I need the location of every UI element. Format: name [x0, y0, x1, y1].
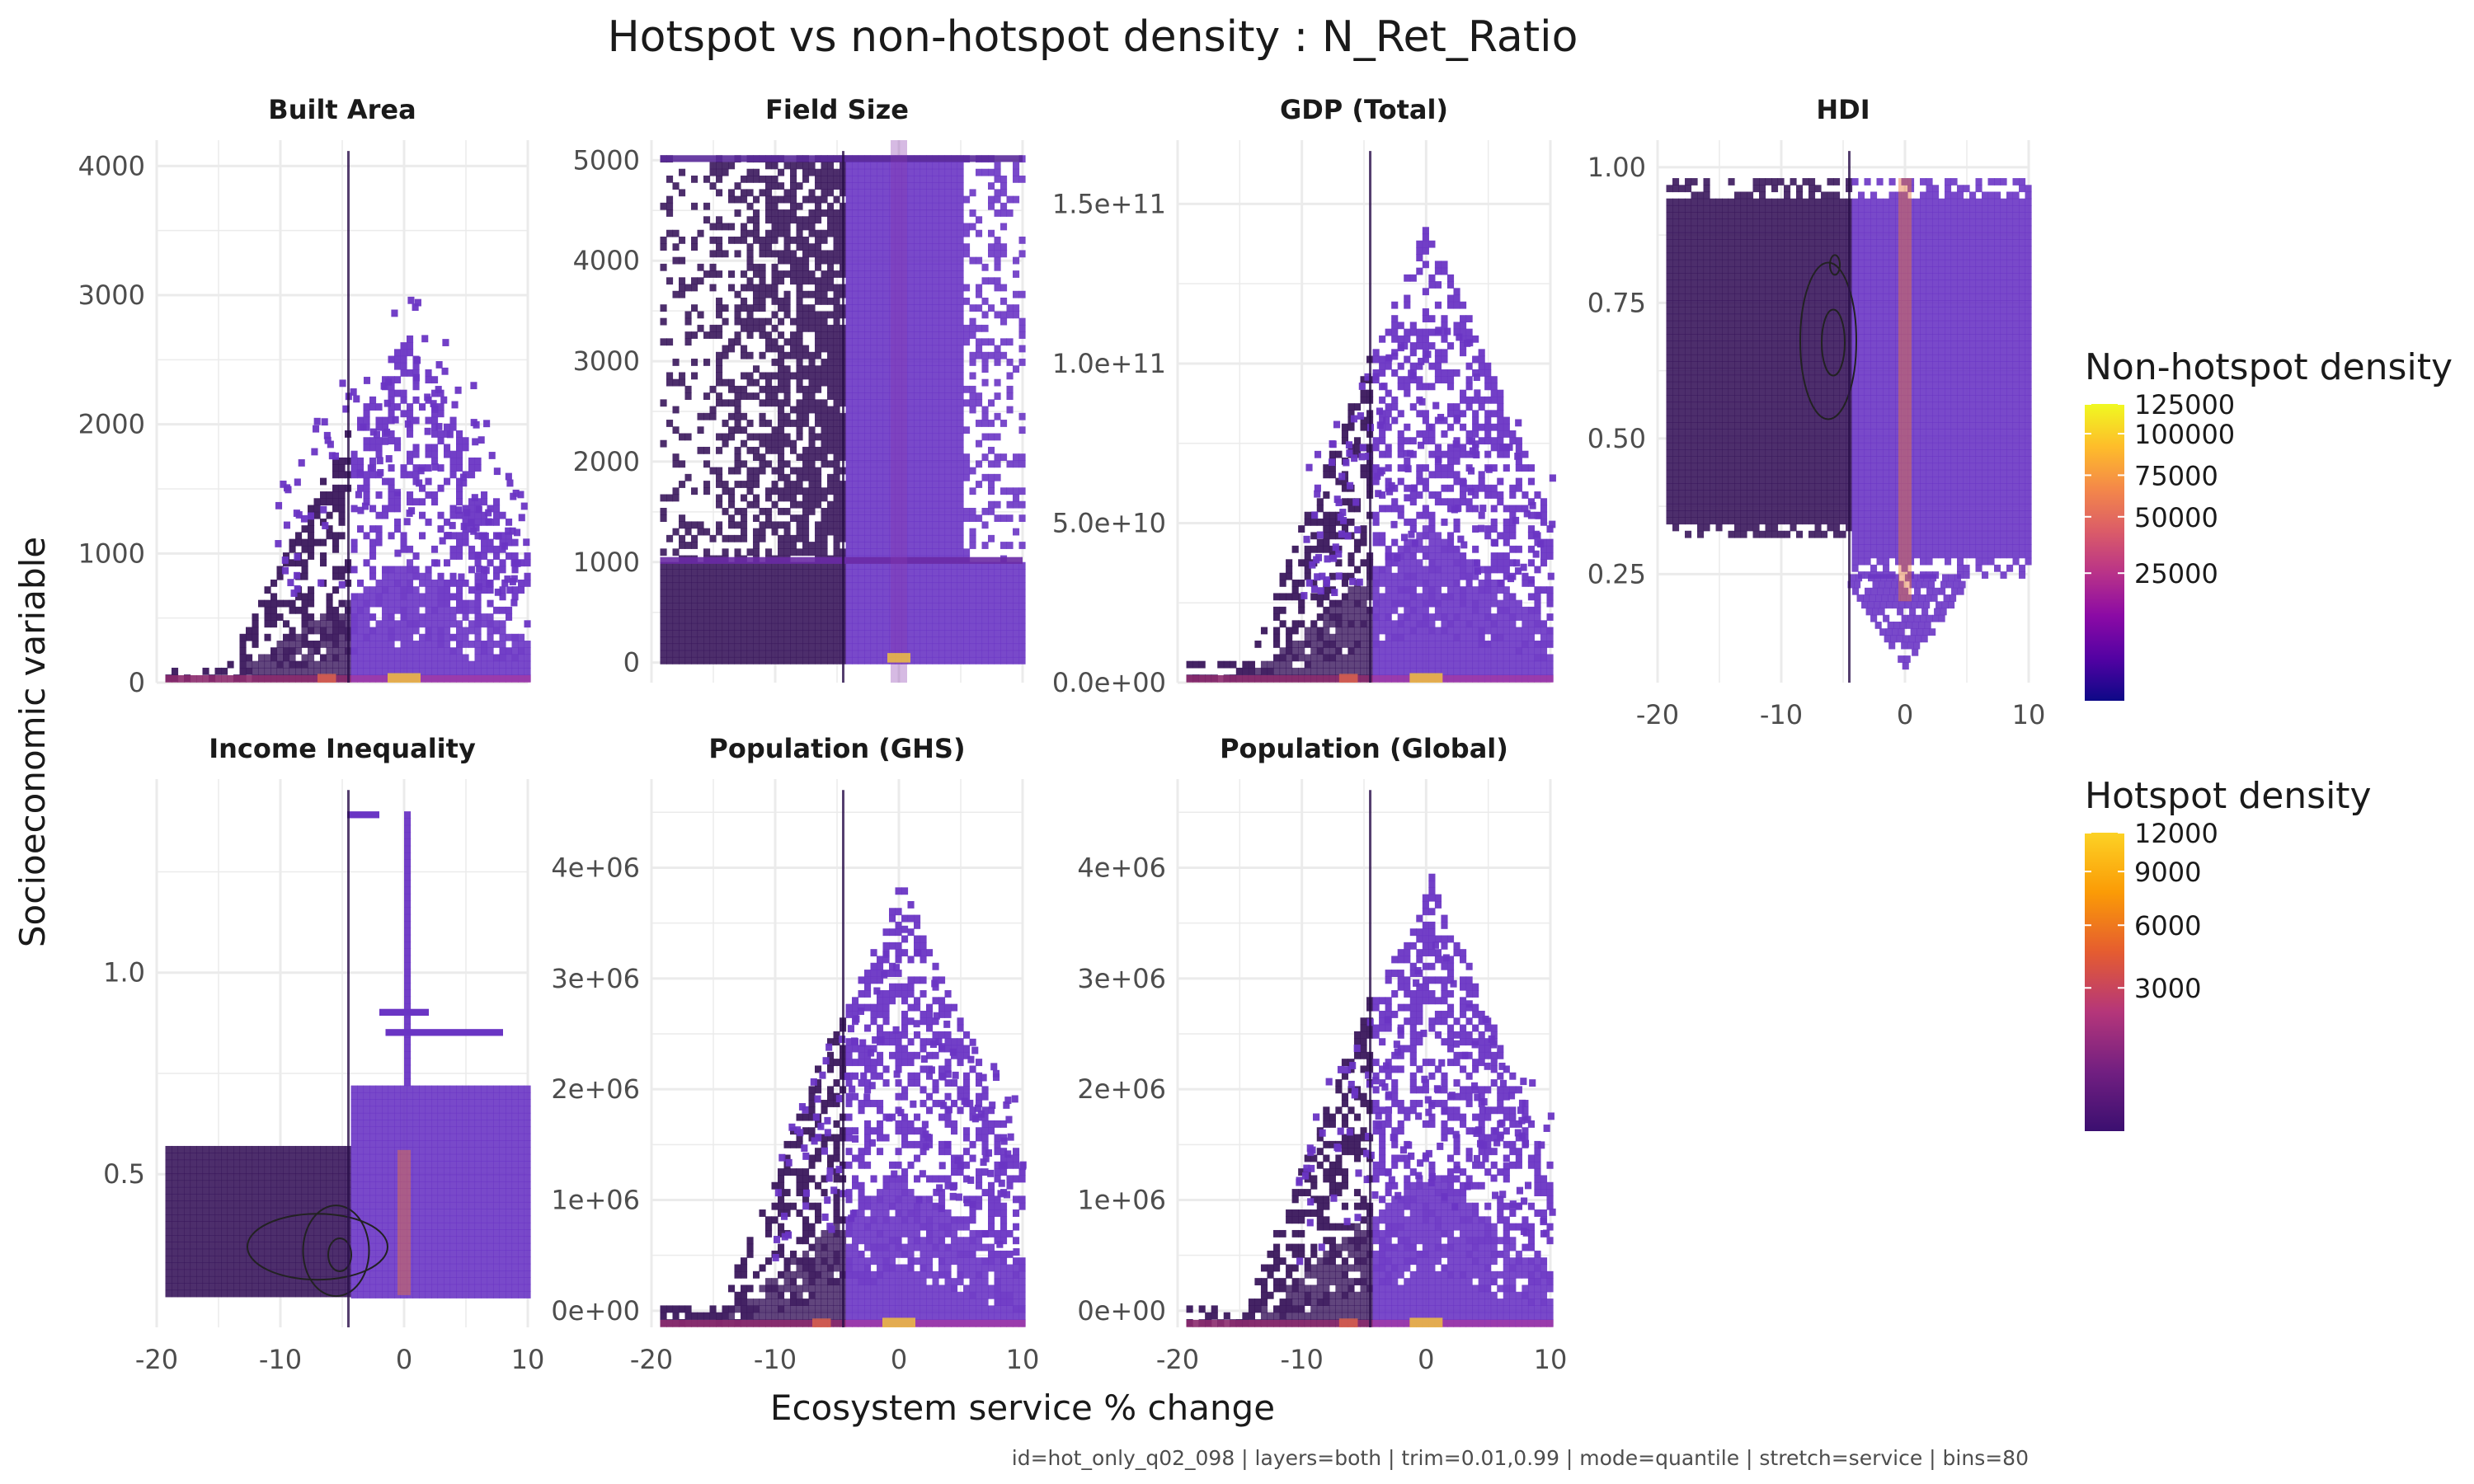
- density-cells: [1666, 178, 2032, 670]
- density-cells: [1186, 873, 1556, 1327]
- legend-tick-label: 125000: [2134, 389, 2235, 420]
- y-tick-label: 1e+06: [551, 1185, 640, 1216]
- x-tick-label: 0: [1418, 1344, 1434, 1375]
- panel-population-global-: Population (Global) 0e+00 1e+06 2e+06 3e+06 4…: [1077, 733, 1567, 1375]
- y-tick-label: 5000: [573, 144, 640, 176]
- y-tick-label: 0.5: [103, 1158, 145, 1190]
- legend-tick-label: 100000: [2134, 419, 2235, 450]
- x-tick-label: 10: [1006, 1344, 1040, 1375]
- y-tick-label: 2e+06: [1077, 1073, 1166, 1105]
- x-tick-label: -10: [259, 1344, 302, 1375]
- y-tick-label: 0: [129, 667, 145, 698]
- y-tick-label: 3e+06: [1077, 963, 1166, 994]
- legend-tick-label: 75000: [2134, 460, 2218, 491]
- panel-population-ghs-: Population (GHS) 0e+00 1e+06 2e+06 3e+06 4e+0…: [551, 733, 1039, 1375]
- legend-tick-label: 12000: [2134, 818, 2218, 849]
- panel-income-inequality: Income Inequality 0.5 1.0 -20 -10 0 10: [103, 733, 544, 1375]
- y-tick-label: 1000: [573, 547, 640, 578]
- x-tick-label: -20: [630, 1344, 673, 1375]
- y-tick-label: 0e+00: [551, 1295, 640, 1327]
- x-tick-label: -10: [1281, 1344, 1324, 1375]
- facet-strip-label: Built Area: [268, 94, 416, 125]
- density-cells: [660, 140, 1026, 683]
- facet-strip-label: GDP (Total): [1280, 94, 1448, 125]
- density-cells: [660, 887, 1027, 1327]
- y-tick-label: 1.00: [1587, 152, 1646, 183]
- y-tick-label: 5.0e+10: [1052, 507, 1166, 538]
- facet-strip-label: Income Inequality: [209, 733, 476, 764]
- y-tick-label: 3e+06: [551, 963, 640, 994]
- y-tick-label: 1.5e+11: [1052, 188, 1166, 219]
- panel-gdp-total-: GDP (Total) 0.0e+00 5.0e+10 1.0e+11 1.5e+11: [1052, 94, 1556, 698]
- x-tick-label: 0: [1897, 699, 1913, 730]
- x-tick-label: 0: [891, 1344, 907, 1375]
- x-tick-label: -10: [754, 1344, 797, 1375]
- x-axis-label: Ecosystem service % change: [770, 1388, 1275, 1428]
- y-tick-label: 0.25: [1587, 558, 1646, 589]
- facet-strip-label: Field Size: [765, 94, 909, 125]
- x-tick-label: -20: [1636, 699, 1679, 730]
- x-tick-label: 0: [396, 1344, 412, 1375]
- legend-tick-label: 3000: [2134, 973, 2201, 1004]
- density-cells: [1186, 227, 1556, 683]
- caption: id=hot_only_q02_098 | layers=both | trim…: [1012, 1446, 2029, 1470]
- y-tick-label: 2e+06: [551, 1073, 640, 1105]
- chart-title: Hotspot vs non-hotspot density : N_Ret_R…: [608, 12, 1578, 62]
- facet-strip-label: Population (Global): [1220, 733, 1508, 764]
- y-tick-label: 4e+06: [551, 852, 640, 883]
- y-tick-label: 4000: [78, 150, 145, 181]
- panel-field-size: Field Size 0 1000 2000 3000 4000 5000: [573, 94, 1026, 683]
- y-tick-label: 4000: [573, 245, 640, 276]
- legend-tick-label: 25000: [2134, 558, 2218, 589]
- panel-built-area: Built Area 0 1000 2000 3000 4000: [78, 94, 531, 698]
- y-tick-label: 1.0: [103, 957, 145, 989]
- x-tick-label: -10: [1760, 699, 1803, 730]
- y-tick-label: 0.75: [1587, 287, 1646, 318]
- y-axis-label: Socioeconomic variable: [12, 537, 53, 947]
- x-tick-label: 10: [511, 1344, 545, 1375]
- legend-colorbar: [2085, 833, 2124, 1131]
- x-tick-label: 10: [2012, 699, 2046, 730]
- legend-tick-label: 9000: [2134, 857, 2201, 888]
- panel-hdi: HDI 0.25 0.50 0.75 1.00 -20 -10 0 10: [1587, 94, 2046, 730]
- y-tick-label: 3000: [573, 345, 640, 377]
- density-cells: [165, 296, 531, 683]
- legend-title: Hotspot density: [2085, 775, 2372, 817]
- legend-tick-label: 50000: [2134, 502, 2218, 533]
- y-tick-label: 0e+00: [1077, 1295, 1166, 1327]
- y-tick-label: 2000: [573, 446, 640, 477]
- facet-strip-label: Population (GHS): [708, 733, 965, 764]
- x-tick-label: -20: [1156, 1344, 1199, 1375]
- y-tick-label: 0: [623, 647, 640, 679]
- x-tick-label: -20: [135, 1344, 178, 1375]
- y-tick-label: 3000: [78, 279, 145, 311]
- y-tick-label: 0.0e+00: [1052, 667, 1166, 698]
- legend-title: Non-hotspot density: [2085, 346, 2453, 388]
- legend-tick-label: 6000: [2134, 910, 2201, 942]
- y-tick-label: 1.0e+11: [1052, 348, 1166, 379]
- legend-colorbar: [2085, 404, 2124, 701]
- facet-strip-label: HDI: [1816, 94, 1870, 125]
- y-tick-label: 0.50: [1587, 423, 1646, 454]
- y-tick-label: 1e+06: [1077, 1185, 1166, 1216]
- y-tick-label: 1000: [78, 538, 145, 569]
- density-cells: [165, 811, 531, 1298]
- y-tick-label: 4e+06: [1077, 852, 1166, 883]
- x-tick-label: 10: [1534, 1344, 1568, 1375]
- y-tick-label: 2000: [78, 409, 145, 440]
